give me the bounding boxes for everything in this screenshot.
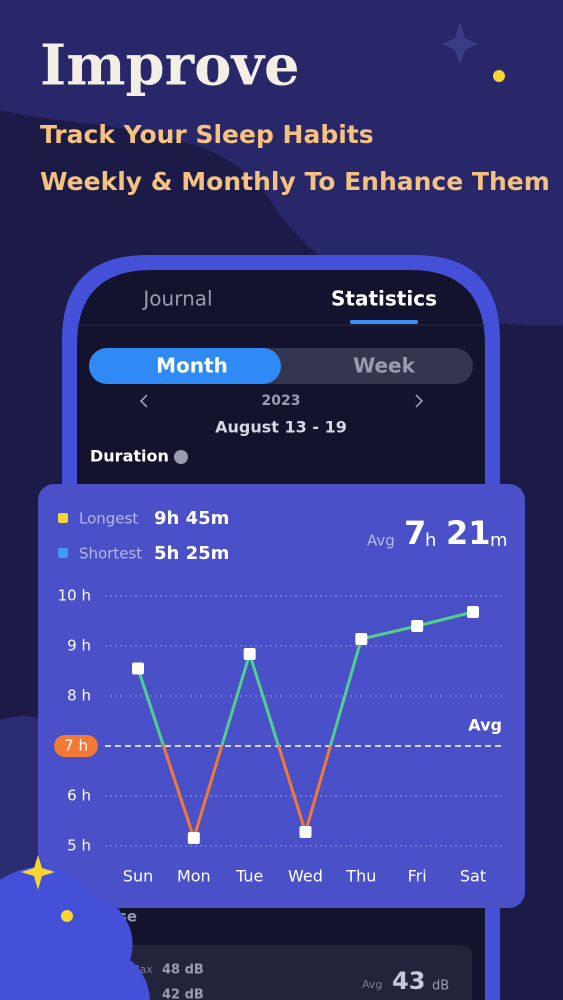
plot: 5 h 6 h 7 h 8 h 9 h 10 h Avg Sun Mon Tue Wed Thu Fri… xyxy=(54,587,503,886)
avg-hours: 7 xyxy=(404,514,426,552)
y-tick-label: 5 h xyxy=(67,837,91,855)
info-icon[interactable] xyxy=(174,450,188,464)
dot xyxy=(493,70,505,82)
point xyxy=(299,826,312,838)
avg-annotation: Avg xyxy=(468,716,502,735)
line-segment xyxy=(220,653,252,747)
legend-swatch xyxy=(58,548,68,558)
legend-swatch xyxy=(58,513,68,523)
point xyxy=(243,648,256,660)
y-tick-label: 7 h xyxy=(64,737,88,755)
tab[interactable]: Statistics xyxy=(331,287,437,311)
line-segment xyxy=(248,653,280,747)
legend-value: 9h 45m xyxy=(154,508,229,529)
legend-label: Longest xyxy=(79,510,138,528)
x-tick-label: Fri xyxy=(408,867,427,886)
avg-unit: h xyxy=(425,530,436,551)
point xyxy=(355,633,368,645)
noise-avg-unit: dB xyxy=(432,979,449,994)
y-tick-label: 10 h xyxy=(58,587,91,605)
line-segment xyxy=(416,610,474,628)
x-tick-label: Sat xyxy=(460,867,486,886)
cloud xyxy=(0,866,150,1000)
background-shape xyxy=(0,0,563,326)
x-tick-label: Wed xyxy=(288,867,323,886)
noise-avg-label: Avg xyxy=(362,978,382,991)
x-tick-label: Thu xyxy=(345,867,376,886)
toggle-option[interactable]: Week xyxy=(353,354,415,378)
subtitle: Track Your Sleep Habits xyxy=(40,120,374,149)
year: 2023 xyxy=(262,393,301,409)
next-arrow[interactable] xyxy=(415,394,424,408)
x-tick-label: Tue xyxy=(235,867,263,886)
legend-label: Shortest xyxy=(79,545,142,563)
x-tick-label: Mon xyxy=(177,867,211,886)
point xyxy=(132,662,144,675)
noise-max: 48 dB xyxy=(162,963,204,978)
subtitle: Weekly & Monthly To Enhance Them xyxy=(40,167,550,196)
avg-label: Avg xyxy=(367,532,395,550)
avg-minutes: 21 xyxy=(446,514,491,552)
toggle-active xyxy=(89,348,281,384)
tab-underline xyxy=(350,320,418,324)
dot xyxy=(61,910,73,922)
line-segment xyxy=(277,745,307,833)
y-tick-label: 8 h xyxy=(67,687,91,705)
line-segment xyxy=(192,745,224,839)
avg-unit: m xyxy=(490,530,508,551)
line-segment xyxy=(136,668,165,747)
point xyxy=(411,620,424,632)
date-range: August 13 - 19 xyxy=(215,418,347,437)
point xyxy=(467,606,479,618)
toggle-option[interactable]: Month xyxy=(156,354,228,378)
avg-tick-badge xyxy=(54,735,98,757)
y-tick-label: 9 h xyxy=(67,637,91,655)
y-tick-label: 6 h xyxy=(67,787,91,805)
line-segment xyxy=(360,624,418,641)
tab[interactable]: Journal xyxy=(141,287,212,311)
star xyxy=(442,22,478,64)
line-segment xyxy=(328,638,363,747)
point xyxy=(187,832,200,844)
legend-value: 5h 25m xyxy=(154,543,229,564)
prev-arrow[interactable] xyxy=(139,394,148,408)
section-label: Duration xyxy=(90,447,169,466)
title: Improve xyxy=(40,33,300,99)
noise-min: 42 dB xyxy=(162,988,204,1000)
noise-card xyxy=(90,945,472,1000)
noise-avg: 43 xyxy=(392,967,425,995)
line-segment xyxy=(162,745,196,839)
x-tick-label: Sun xyxy=(123,867,153,886)
line-segment xyxy=(304,745,332,833)
star xyxy=(21,855,55,890)
